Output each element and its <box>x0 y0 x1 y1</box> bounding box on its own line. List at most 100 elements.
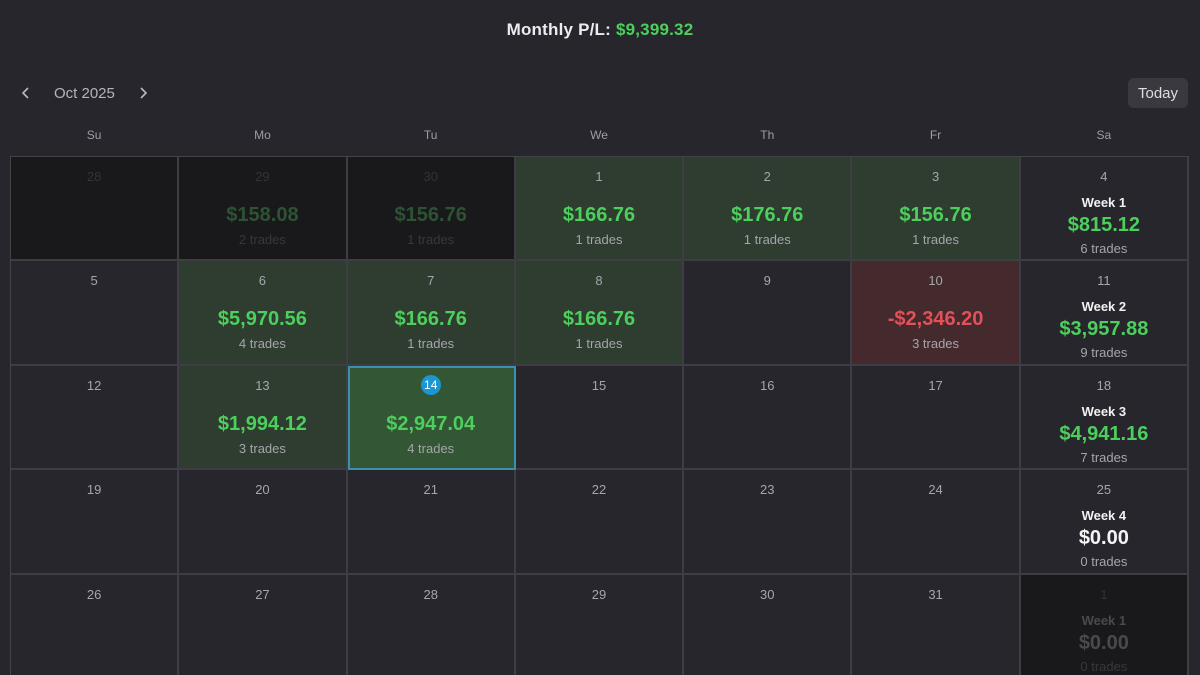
day-number: 27 <box>255 586 270 602</box>
chevron-left-icon[interactable] <box>12 79 40 107</box>
week-label: Week 1 <box>1081 195 1127 210</box>
day-trade-count: 4 trades <box>407 440 455 456</box>
day-trade-count: 3 trades <box>238 440 286 456</box>
monthly-pl-header: Monthly P/L: $9,399.32 <box>0 20 1200 40</box>
day-cell[interactable]: 27 <box>179 574 348 675</box>
day-cell[interactable]: 2 $176.76 1 trades <box>684 157 853 262</box>
day-cell[interactable]: 6 $5,970.56 4 trades <box>179 261 348 366</box>
day-number: 2 <box>763 169 771 184</box>
week-summary-cell[interactable]: 25 Week 4 $0.00 0 trades <box>1020 470 1189 575</box>
weekday-label: Tu <box>423 128 438 142</box>
day-number: 15 <box>591 377 607 393</box>
day-cell[interactable]: 28 <box>11 157 180 262</box>
chevron-right-icon[interactable] <box>129 79 157 107</box>
day-number: 17 <box>928 377 943 393</box>
day-number: 18 <box>1096 377 1112 393</box>
day-number: 23 <box>760 482 775 498</box>
week-pl-amount: $3,957.88 <box>1059 318 1149 341</box>
day-number: 21 <box>423 482 438 498</box>
week-summary-cell[interactable]: 4 Week 1 $815.12 6 trades <box>1020 157 1189 262</box>
day-cell[interactable]: 1 $166.76 1 trades <box>515 157 685 262</box>
calendar-grid: 28 29 $158.08 2 trades 30 $156.76 1 trades 1 $16… <box>10 156 1189 675</box>
day-number: 7 <box>427 273 435 289</box>
week-pl-amount: $0.00 <box>1078 631 1129 654</box>
day-number: 19 <box>86 482 102 498</box>
day-cell[interactable]: 12 <box>11 365 180 471</box>
day-cell-today[interactable]: 14 $2,947.04 4 trades <box>347 365 516 471</box>
day-cell[interactable]: 30 $156.76 1 trades <box>347 157 516 262</box>
day-cell[interactable]: 21 <box>347 470 516 575</box>
weekday-label: Mo <box>254 128 271 142</box>
day-trade-count: 3 trades <box>912 336 960 352</box>
day-number: 12 <box>86 377 102 393</box>
day-cell[interactable]: 10 -$2,346.20 3 trades <box>852 261 1021 366</box>
week-pl-amount: $0.00 <box>1078 527 1129 550</box>
day-cell[interactable]: 7 $166.76 1 trades <box>347 261 516 366</box>
day-number: 11 <box>1097 273 1111 289</box>
day-number: 3 <box>931 169 940 184</box>
day-number: 29 <box>255 169 270 184</box>
day-cell[interactable]: 5 <box>11 261 180 366</box>
day-cell[interactable]: 28 <box>347 574 516 675</box>
day-cell[interactable]: 31 <box>852 574 1021 675</box>
day-cell[interactable]: 15 <box>515 365 685 471</box>
day-number: 25 <box>1096 482 1112 498</box>
day-trade-count: 1 trades <box>575 232 623 247</box>
day-number: 30 <box>423 169 438 184</box>
day-cell[interactable]: 29 $158.08 2 trades <box>179 157 348 262</box>
day-pl-amount: $2,947.04 <box>386 412 476 435</box>
day-number: 10 <box>928 273 943 289</box>
week-label: Week 2 <box>1081 299 1127 315</box>
weekday-label: Su <box>86 128 102 142</box>
day-pl-amount: $158.08 <box>226 204 299 226</box>
week-summary-cell[interactable]: 18 Week 3 $4,941.16 7 trades <box>1020 365 1189 471</box>
day-cell[interactable]: 20 <box>179 470 348 575</box>
day-number: 8 <box>595 273 603 289</box>
week-summary-cell[interactable]: 1 Week 1 $0.00 0 trades <box>1020 574 1189 675</box>
day-number: 1 <box>595 169 603 184</box>
day-number: 20 <box>255 482 270 498</box>
day-cell[interactable]: 22 <box>515 470 685 575</box>
day-number: 31 <box>928 586 943 602</box>
day-cell[interactable]: 3 $156.76 1 trades <box>852 157 1021 262</box>
day-cell[interactable]: 24 <box>852 470 1021 575</box>
day-cell[interactable]: 29 <box>515 574 685 675</box>
today-button[interactable]: Today <box>1128 78 1188 108</box>
week-trade-count: 7 trades <box>1080 449 1128 465</box>
week-label: Week 3 <box>1081 403 1127 419</box>
day-pl-amount: -$2,346.20 <box>887 308 984 331</box>
day-trade-count: 1 trades <box>743 232 791 247</box>
week-label: Week 1 <box>1081 612 1127 628</box>
day-cell[interactable]: 16 <box>684 365 853 471</box>
day-cell[interactable]: 26 <box>11 574 180 675</box>
day-cell[interactable]: 30 <box>684 574 853 675</box>
day-pl-amount: $166.76 <box>562 308 636 331</box>
day-number: 28 <box>86 169 102 184</box>
day-cell[interactable]: 19 <box>11 470 180 575</box>
day-pl-amount: $1,994.12 <box>217 412 307 435</box>
current-month-label: Oct 2025 <box>54 84 115 102</box>
day-number: 26 <box>86 586 102 602</box>
day-cell[interactable]: 17 <box>852 365 1021 471</box>
week-trade-count: 6 trades <box>1080 241 1128 256</box>
day-trade-count: 1 trades <box>912 232 960 247</box>
day-trade-count: 4 trades <box>238 336 286 352</box>
day-number: 16 <box>760 377 775 393</box>
week-label: Week 4 <box>1081 508 1127 524</box>
day-number: 1 <box>1100 586 1108 602</box>
week-summary-cell[interactable]: 11 Week 2 $3,957.88 9 trades <box>1020 261 1189 366</box>
day-cell[interactable]: 23 <box>684 470 853 575</box>
day-trade-count: 1 trades <box>407 232 455 247</box>
day-cell[interactable]: 9 <box>684 261 853 366</box>
week-pl-amount: $815.12 <box>1067 214 1140 236</box>
day-pl-amount: $176.76 <box>731 204 804 226</box>
weekday-label: Sa <box>1096 128 1112 142</box>
week-pl-amount: $4,941.16 <box>1059 422 1149 445</box>
day-cell[interactable]: 8 $166.76 1 trades <box>515 261 685 366</box>
day-number: 5 <box>90 273 98 289</box>
day-number: 28 <box>423 586 438 602</box>
day-pl-amount: $156.76 <box>394 204 467 226</box>
day-cell[interactable]: 13 $1,994.12 3 trades <box>179 365 348 471</box>
week-trade-count: 9 trades <box>1080 345 1128 361</box>
